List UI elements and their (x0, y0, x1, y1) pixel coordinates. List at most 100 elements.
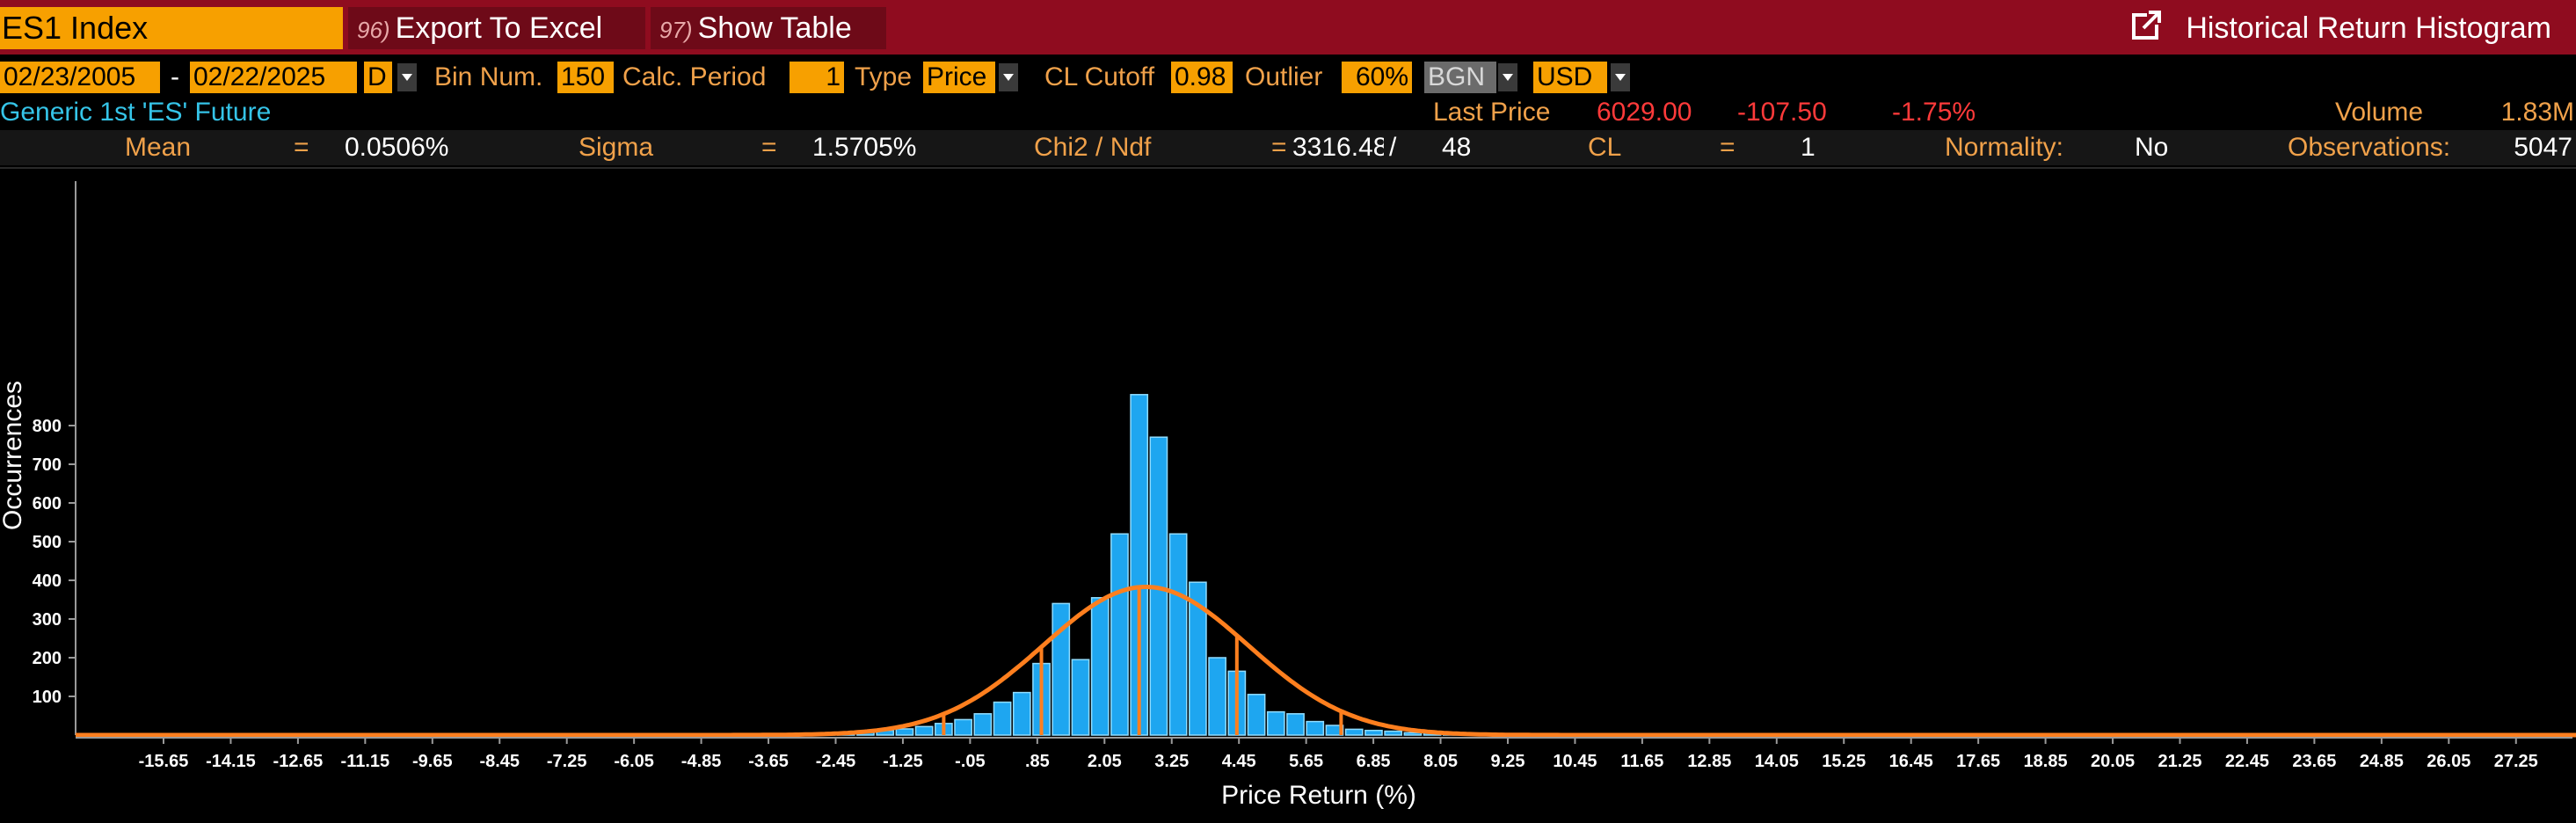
x-tick-label: 20.05 (2091, 752, 2135, 771)
x-tick-label: 21.25 (2158, 752, 2201, 771)
y-tick-label: 800 (33, 417, 62, 436)
x-tick-label: -2.45 (816, 752, 856, 771)
x-tick-label: 14.05 (1755, 752, 1799, 771)
start-date-field[interactable]: 02/23/2005 (0, 62, 160, 93)
cl-label: CL (1588, 133, 1622, 162)
y-tick-label: 700 (33, 455, 62, 475)
x-tick-label: -3.65 (748, 752, 789, 771)
header-divider (0, 167, 2576, 169)
histogram-bar (1325, 725, 1344, 736)
histogram-bar (1189, 581, 1207, 736)
histogram-bar (1286, 713, 1305, 736)
security-name: Generic 1st 'ES' Future (0, 98, 272, 127)
toolbar: ES1 Index 96) Export To Excel 97) Show Tab… (0, 0, 2576, 55)
price-change-pct: -1.75% (1892, 98, 1976, 127)
chi2-slash: / (1389, 133, 1397, 162)
histogram-bar (1071, 659, 1090, 736)
x-tick-label: 11.65 (1620, 752, 1663, 771)
histogram-chart[interactable]: 100 200 300 400 500 600 700 800 -15.65 -14.15 -12… (0, 172, 2576, 823)
x-tick-label: 26.05 (2427, 752, 2470, 771)
currency-select[interactable]: USD (1533, 62, 1607, 93)
currency-dropdown-icon[interactable] (1611, 63, 1630, 91)
window-title-text: Historical Return Histogram (2186, 11, 2551, 45)
histogram-bar (1012, 691, 1031, 736)
y-tick-label: 300 (33, 610, 62, 630)
observations-label: Observations: (2288, 133, 2451, 162)
show-table-button[interactable]: 97) Show Table (651, 7, 886, 49)
statistics-row: Mean = 0.0506% Sigma = 1.5705% Chi2 / Nd… (0, 130, 2576, 165)
chi2-ndf-label: Chi2 / Ndf (1034, 133, 1152, 162)
ticker-field[interactable]: ES1 Index (0, 7, 343, 49)
x-tick-label: -.05 (955, 752, 985, 771)
x-tick-label: 6.85 (1357, 752, 1391, 771)
cl-cutoff-field[interactable]: 0.98 (1171, 62, 1233, 93)
histogram-bar (1090, 597, 1110, 736)
sigma-value: 1.5705% (812, 133, 917, 162)
period-select[interactable]: D (364, 62, 392, 93)
popout-icon[interactable] (2131, 9, 2163, 52)
x-tick-label: 8.05 (1423, 752, 1458, 771)
x-tick-label: 9.25 (1491, 752, 1525, 771)
y-tick-label: 600 (33, 494, 62, 513)
x-tick-label: 27.25 (2494, 752, 2538, 771)
x-tick-label: 4.45 (1222, 752, 1256, 771)
export-label: Export To Excel (395, 11, 603, 45)
cl-value: 1 (1801, 133, 1816, 162)
parameter-bar: 02/23/2005 - 02/22/2025 D Bin Num. 150 C… (0, 60, 2576, 95)
ndf-value: 48 (1442, 133, 1472, 162)
calc-period-label: Calc. Period (622, 62, 767, 91)
table-label: Show Table (697, 11, 852, 45)
calc-period-field[interactable]: 1 (790, 62, 844, 93)
source-select[interactable]: BGN (1424, 62, 1496, 93)
histogram-bar (1306, 720, 1325, 736)
y-tick-label: 400 (33, 572, 62, 591)
window-title[interactable]: Historical Return Histogram (2131, 7, 2551, 49)
x-axis: -15.65 -14.15 -12.65 -11.15 -9.65 -8.45 -7.25 -… (76, 737, 2572, 771)
chi2-value: 3316.48 (1292, 133, 1384, 162)
price-change: -107.50 (1737, 98, 1827, 127)
security-info-row: Generic 1st 'ES' Future Last Price 6029.… (0, 97, 2576, 128)
y-tick-label: 100 (33, 688, 62, 707)
x-tick-label: -14.15 (206, 752, 256, 771)
observations-value: 5047 (2514, 133, 2572, 162)
histogram-bar (1110, 533, 1129, 736)
last-price-value: 6029.00 (1597, 98, 1692, 127)
x-tick-label: 3.25 (1154, 752, 1189, 771)
histogram-bar (993, 701, 1012, 736)
x-tick-label: -9.65 (412, 752, 453, 771)
histogram-bar (895, 728, 914, 736)
source-dropdown-icon[interactable] (1498, 63, 1517, 91)
histogram-bar (914, 725, 934, 736)
x-tick-label: -4.85 (681, 752, 722, 771)
mean-value: 0.0506% (345, 133, 449, 162)
x-tick-label: 16.45 (1889, 752, 1933, 771)
bin-num-field[interactable]: 150 (557, 62, 614, 93)
y-axis: 100 200 300 400 500 600 700 800 (33, 181, 76, 735)
type-label: Type (855, 62, 913, 91)
volume-label: Volume (2335, 98, 2424, 127)
histogram-bar (1208, 657, 1226, 736)
mean-equals: = (294, 133, 309, 162)
type-dropdown-icon[interactable] (999, 63, 1018, 91)
type-select[interactable]: Price (923, 62, 995, 93)
x-tick-label: -7.25 (547, 752, 587, 771)
sigma-label: Sigma (579, 133, 654, 162)
histogram-bar (1247, 694, 1266, 736)
cl-cutoff-label: CL Cutoff (1044, 62, 1155, 91)
y-tick-label: 200 (33, 649, 62, 668)
last-price-label: Last Price (1433, 98, 1551, 127)
mean-label: Mean (125, 133, 192, 162)
export-to-excel-button[interactable]: 96) Export To Excel (348, 7, 645, 49)
x-tick-label: -8.45 (479, 752, 520, 771)
date-separator: - (171, 62, 179, 91)
x-tick-label: 5.65 (1289, 752, 1323, 771)
normality-value: No (2135, 133, 2169, 162)
x-tick-label: -11.15 (341, 752, 390, 771)
histogram-bar (954, 718, 972, 736)
end-date-field[interactable]: 02/22/2025 (190, 62, 357, 93)
table-shortcut: 97) (659, 17, 693, 43)
bin-num-label: Bin Num. (434, 62, 543, 91)
period-dropdown-icon[interactable] (397, 63, 417, 91)
x-tick-label: 17.65 (1956, 752, 2000, 771)
outlier-field[interactable]: 60% (1342, 62, 1412, 93)
